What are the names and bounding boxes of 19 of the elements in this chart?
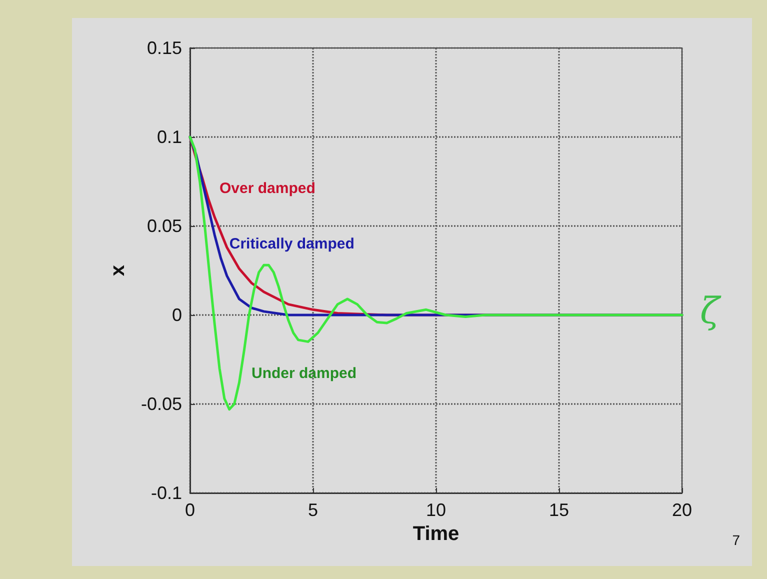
y-tick-label: -0.1 xyxy=(150,483,182,503)
x-tick-label: 10 xyxy=(426,500,446,520)
x-tick-label: 5 xyxy=(308,500,318,520)
x-axis-title: Time xyxy=(412,522,460,545)
x-tick-label: 0 xyxy=(184,500,196,520)
x-tick-label: 20 xyxy=(672,500,692,520)
series-label: Critically damped xyxy=(229,235,354,252)
series-label: Under damped xyxy=(252,365,357,382)
text: ζ xyxy=(700,291,720,332)
y-axis-title: x xyxy=(107,264,129,276)
y-tick-label: 0.15 xyxy=(146,38,182,58)
series-label: Over damped xyxy=(220,180,316,198)
y-tick-label: -0.05 xyxy=(140,394,182,414)
text: 7 xyxy=(732,532,740,548)
y-tick-label: 0.1 xyxy=(156,127,182,147)
y-tick-label: 0.05 xyxy=(146,216,182,236)
x-tick-label: 15 xyxy=(548,500,570,520)
y-tick-label: 0 xyxy=(172,305,182,325)
line-series xyxy=(188,136,684,411)
